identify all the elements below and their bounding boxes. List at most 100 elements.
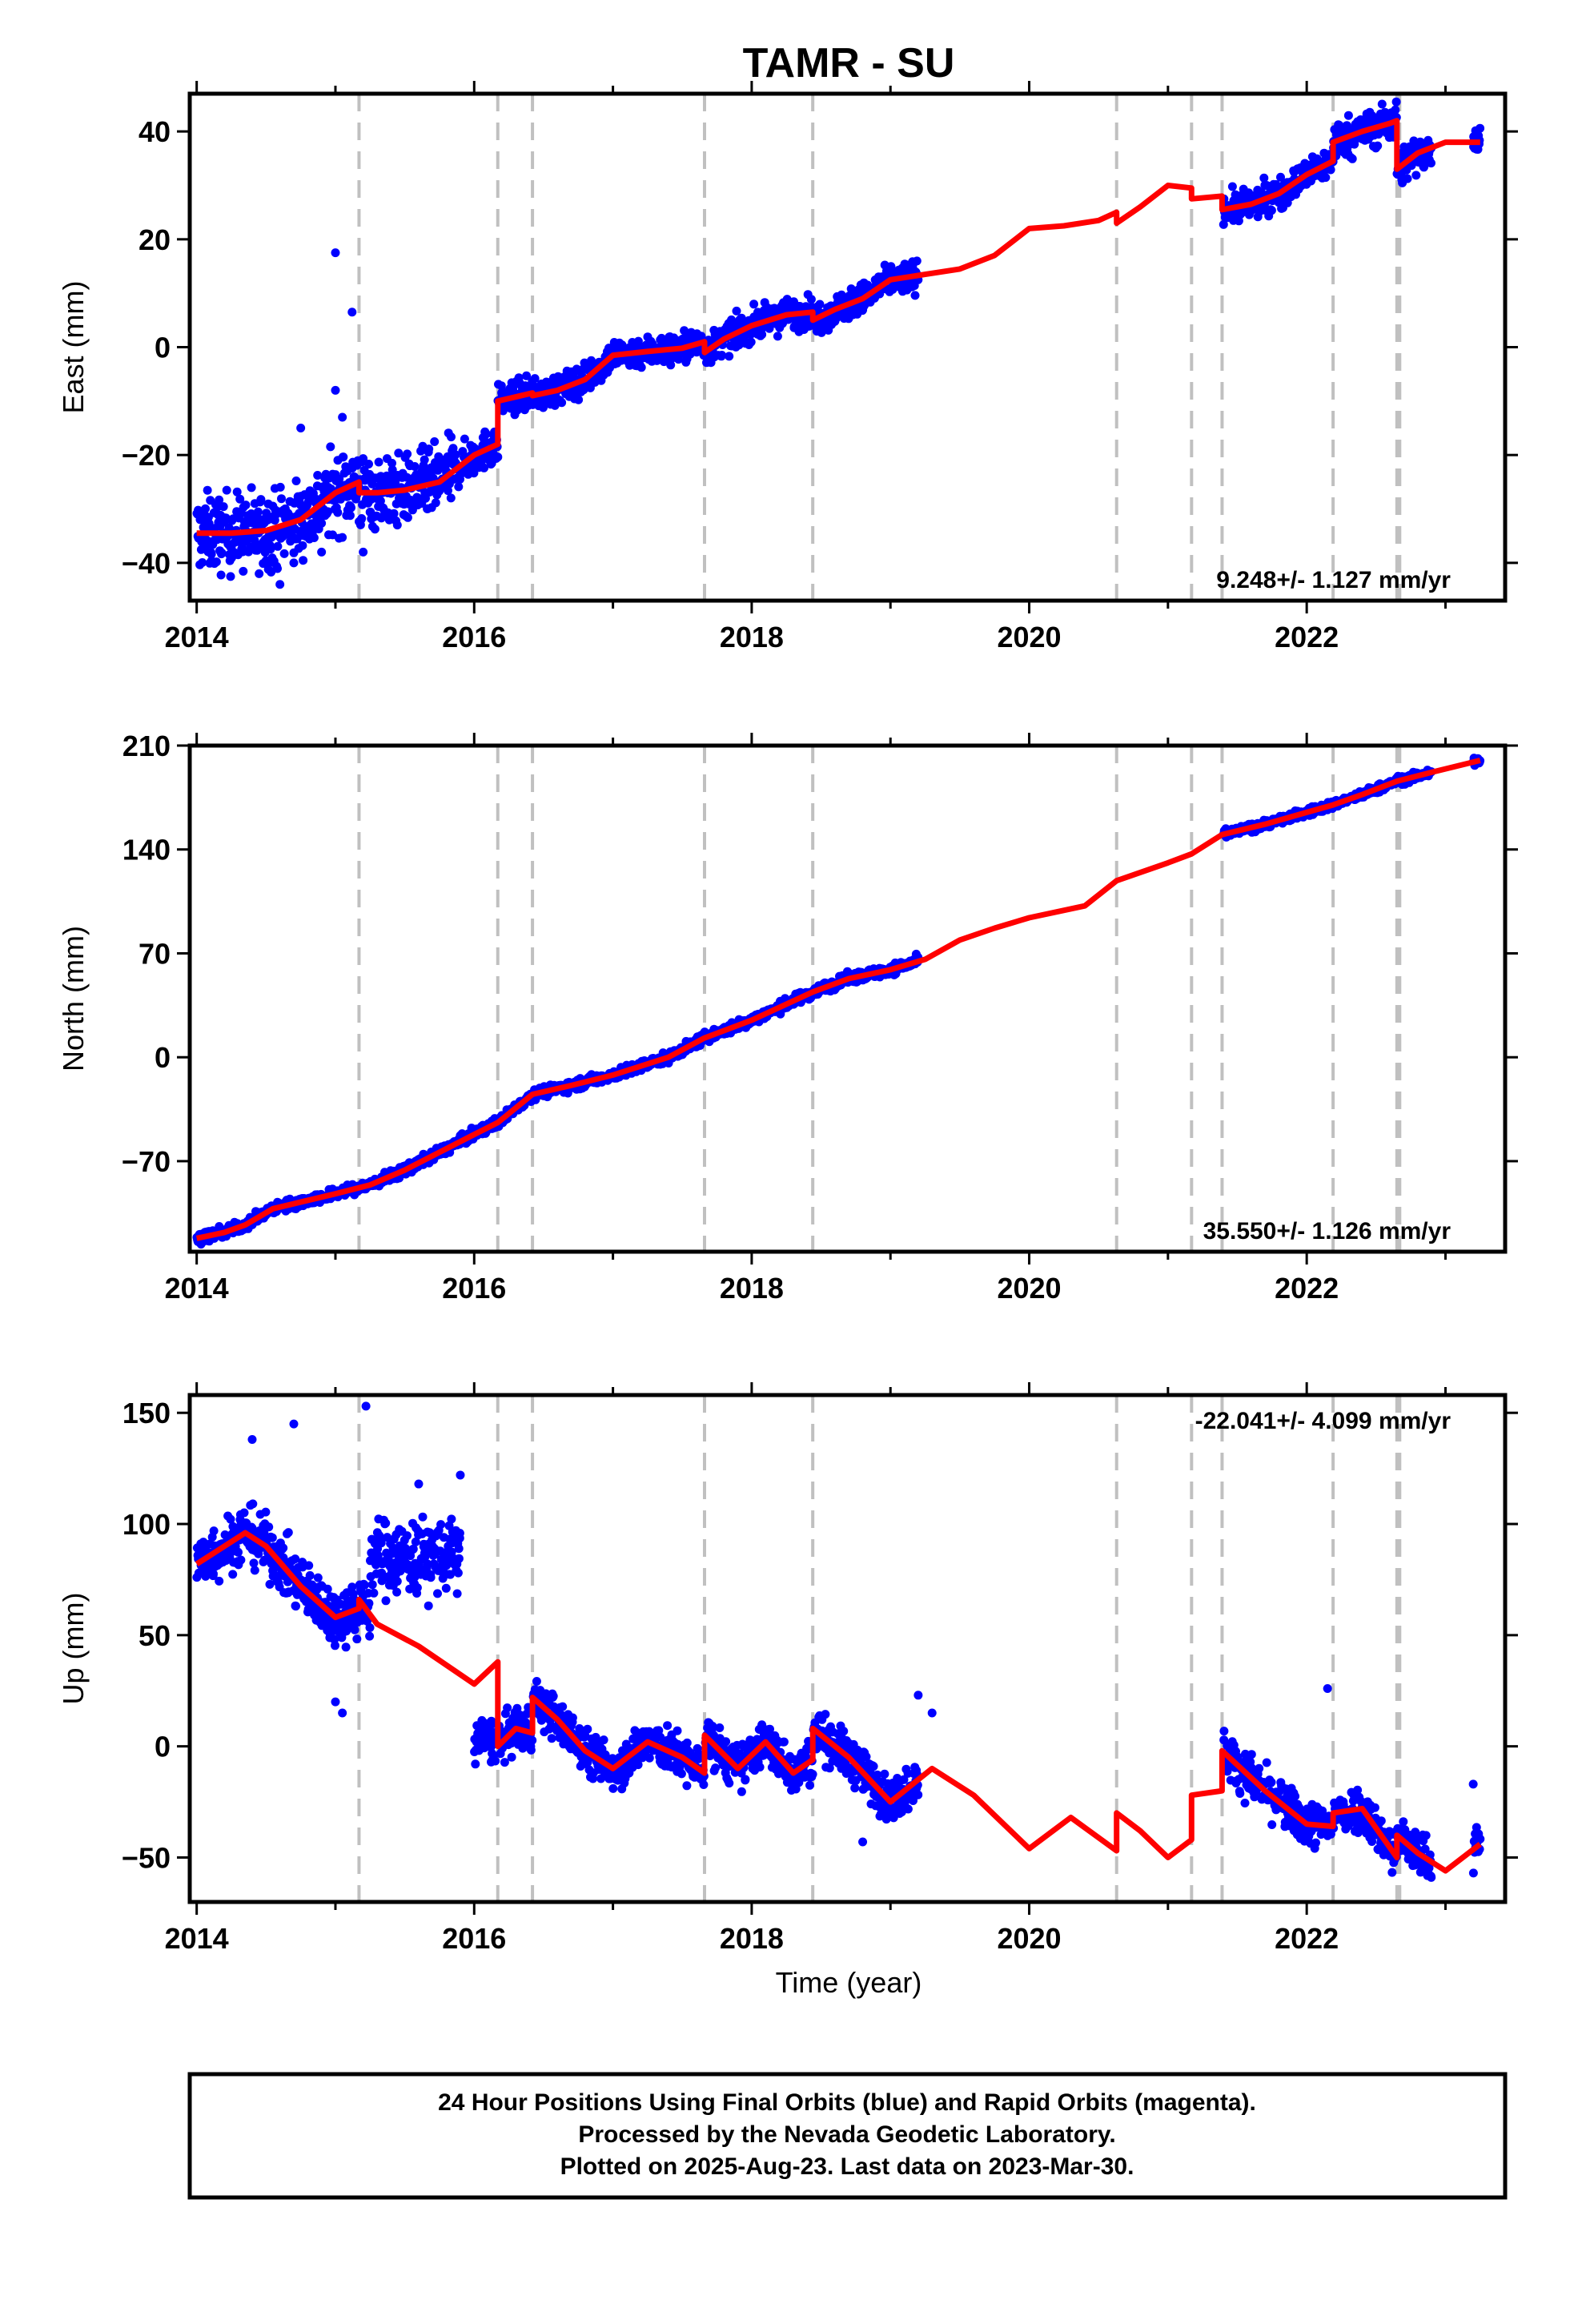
data-point [203, 485, 212, 495]
data-point [333, 508, 343, 517]
data-point [364, 460, 373, 468]
data-point [253, 507, 263, 517]
data-point [265, 1579, 275, 1589]
data-point [222, 485, 231, 495]
data-point [1403, 174, 1412, 183]
y-tick-label: −40 [122, 547, 171, 580]
data-point [299, 556, 308, 565]
data-point [232, 487, 242, 497]
x-tick-label: 2020 [997, 1272, 1061, 1305]
data-point [402, 472, 412, 482]
data-point [217, 549, 227, 558]
data-point [815, 300, 825, 309]
data-point [291, 1554, 300, 1564]
rate-label: 9.248+/- 1.127 mm/yr [1216, 567, 1451, 593]
x-tick-label: 2022 [1275, 621, 1339, 653]
data-point [376, 1538, 386, 1548]
data-point [347, 1582, 357, 1592]
data-point [633, 336, 643, 346]
panel-frame [187, 743, 1508, 1254]
data-point [394, 448, 404, 458]
data-point [279, 549, 289, 558]
y-tick-label: 0 [155, 1041, 171, 1074]
data-point [264, 1522, 274, 1532]
data-point [387, 458, 396, 468]
outlier-point [289, 558, 299, 568]
data-point [247, 483, 256, 493]
data-point [1326, 165, 1335, 175]
data-point [261, 1507, 271, 1517]
x-tick-label: 2022 [1275, 1272, 1339, 1305]
data-point [352, 1634, 362, 1644]
data-point [444, 486, 452, 496]
plot-area [192, 746, 1485, 1252]
data-point [219, 502, 228, 512]
data-point [283, 1528, 293, 1538]
data-point [384, 515, 394, 525]
data-point [453, 1568, 463, 1578]
y-tick-label: 40 [139, 115, 171, 148]
outlier-point [331, 385, 340, 395]
data-point [275, 482, 285, 492]
outlier-point [338, 412, 347, 422]
data-point [773, 332, 782, 341]
data-point [423, 1559, 432, 1569]
data-point [241, 501, 251, 510]
x-tick-label: 2020 [997, 621, 1061, 653]
data-point [480, 437, 490, 447]
data-point [359, 454, 368, 464]
y-tick-label: 210 [122, 730, 171, 762]
data-point [558, 1702, 568, 1711]
data-point [236, 1555, 246, 1565]
data-point [273, 541, 283, 551]
data-point [304, 1561, 314, 1570]
y-tick-label: 20 [139, 223, 171, 256]
data-point [447, 432, 456, 442]
data-point [480, 463, 489, 472]
data-point [365, 1631, 375, 1641]
data-point [451, 450, 460, 460]
data-point [496, 381, 506, 391]
data-point [1391, 105, 1400, 115]
data-point [323, 507, 333, 517]
data-point [418, 1512, 428, 1522]
data-point [1377, 99, 1387, 109]
data-point [403, 513, 412, 522]
data-point [305, 1570, 315, 1580]
y-tick-label: 70 [139, 937, 171, 970]
data-point [216, 570, 226, 580]
data-point [345, 511, 355, 521]
data-point [215, 495, 224, 505]
data-point [430, 437, 440, 446]
data-point [1259, 173, 1269, 183]
data-point [250, 1566, 259, 1575]
data-point [548, 1691, 558, 1701]
data-point [348, 1589, 358, 1598]
data-point [532, 1677, 541, 1686]
data-point [359, 1580, 369, 1590]
x-tick-label: 2014 [165, 1272, 229, 1305]
data-point [256, 495, 266, 505]
data-point [291, 1602, 300, 1611]
data-point [389, 509, 399, 518]
data-point [234, 1547, 243, 1557]
data-point [424, 1601, 433, 1610]
data-point [746, 337, 756, 347]
data-point [526, 1745, 536, 1755]
data-point [381, 1596, 391, 1606]
outlier-point [347, 308, 357, 317]
data-point [326, 442, 335, 452]
data-point [336, 1599, 346, 1609]
data-point [209, 1526, 219, 1536]
data-point [1263, 181, 1272, 191]
data-point [262, 509, 271, 518]
data-point [717, 351, 727, 360]
data-point [493, 452, 503, 462]
data-point [249, 1558, 259, 1568]
data-point [1347, 154, 1357, 163]
data-point [412, 1583, 422, 1593]
data-point [403, 1531, 412, 1541]
data-point [512, 1703, 522, 1713]
